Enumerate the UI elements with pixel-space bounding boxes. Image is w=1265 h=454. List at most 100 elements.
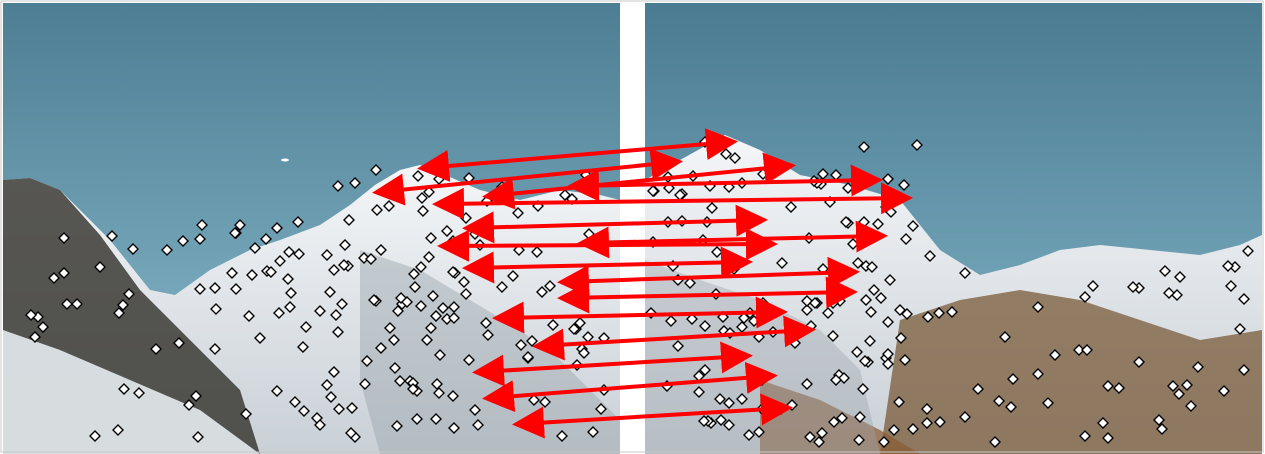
right-keypoint [894,304,906,316]
right-keypoint [866,261,878,273]
right-keypoint [1173,388,1185,400]
right-keypoint [1234,323,1246,335]
right-keypoint [1153,414,1165,426]
left-keypoint [37,321,49,333]
right-keypoint [907,220,919,232]
right-keypoint [888,424,900,436]
left-keypoint [430,413,442,425]
right-keypoint [816,427,828,439]
left-keypoint [249,242,261,254]
left-keypoint [285,287,297,299]
left-keypoint [289,396,301,408]
left-keypoint [359,378,371,390]
right-keypoint [946,306,958,318]
right-keypoint [804,431,816,443]
right-keypoint [813,436,825,448]
left-keypoint [58,267,70,279]
left-keypoint [273,307,285,319]
right-keypoint [1097,417,1109,429]
left-keypoint [332,180,344,192]
left-keypoint [434,349,446,361]
right-keypoint [868,284,880,296]
left-keypoint [361,355,373,367]
left-keypoint [196,219,208,231]
left-keypoint [469,404,481,416]
left-keypoint [298,405,310,417]
left-keypoint [321,379,333,391]
right-keypoint [1079,291,1091,303]
left-keypoint [210,303,222,315]
left-keypoint [127,243,139,255]
right-keypoint [1081,344,1093,356]
right-keypoint [1049,349,1061,361]
right-keypoint [1218,385,1230,397]
left-keypoint [415,261,427,273]
left-keypoint [161,244,173,256]
right-keypoint [1007,373,1019,385]
right-keypoint [1102,380,1114,392]
left-keypoint [425,232,437,244]
right-keypoint [828,416,840,428]
right-keypoint [858,141,870,153]
left-keypoint [194,283,206,295]
right-keypoint [1238,293,1250,305]
right-keypoint [901,308,913,320]
left-keypoint [371,204,383,216]
right-keypoint [827,330,839,342]
left-keypoint [94,261,106,273]
left-keypoint [427,290,439,302]
right-keypoint [838,372,850,384]
left-keypoint [284,301,296,313]
right-keypoint [853,434,865,446]
left-keypoint [391,420,403,432]
right-keypoint [911,139,923,151]
left-keypoint [58,232,70,244]
left-photo [3,3,620,454]
right-keypoint [1167,380,1179,392]
right-keypoint [1042,397,1054,409]
left-keypoint [328,264,340,276]
right-keypoint [1032,368,1044,380]
left-keypoint [246,269,258,281]
left-keypoint [274,255,286,267]
left-keypoint [133,387,145,399]
left-keypoint [433,387,445,399]
right-keypoint [922,311,934,323]
left-keypoint [430,310,442,322]
right-keypoint [921,403,933,415]
right-keypoint [1005,401,1017,413]
left-keypoint [240,408,252,420]
right-keypoint [882,348,894,360]
right-keypoint [1032,301,1044,313]
match-arrow [567,164,883,202]
left-keypoint [447,390,459,402]
left-keypoint [112,424,124,436]
left-keypoint [314,305,326,317]
left-keypoint [183,399,195,411]
match-layer [372,128,913,439]
left-keypoint [343,214,355,226]
right-keypoint [1192,361,1204,373]
left-keypoint [282,273,294,285]
right-keypoint [1159,265,1171,277]
left-keypoint [229,227,241,239]
right-keypoint [999,331,1011,343]
left-keypoint [349,177,361,189]
right-keypoint [875,292,887,304]
left-keypoint [89,430,101,442]
right-keypoint [934,416,946,428]
left-keypoint [415,300,427,312]
right-keypoint [1133,356,1145,368]
left-keypoint [260,233,272,245]
right-keypoint [959,267,971,279]
left-keypoint [365,253,377,265]
left-keypoint [150,343,162,355]
left-keypoint [300,321,312,333]
right-keypoint [1185,400,1197,412]
right-keypoint [878,436,890,448]
left-keypoint [292,216,304,228]
right-keypoint [1156,423,1168,435]
right-keypoint [959,411,971,423]
left-keypoint [297,341,309,353]
